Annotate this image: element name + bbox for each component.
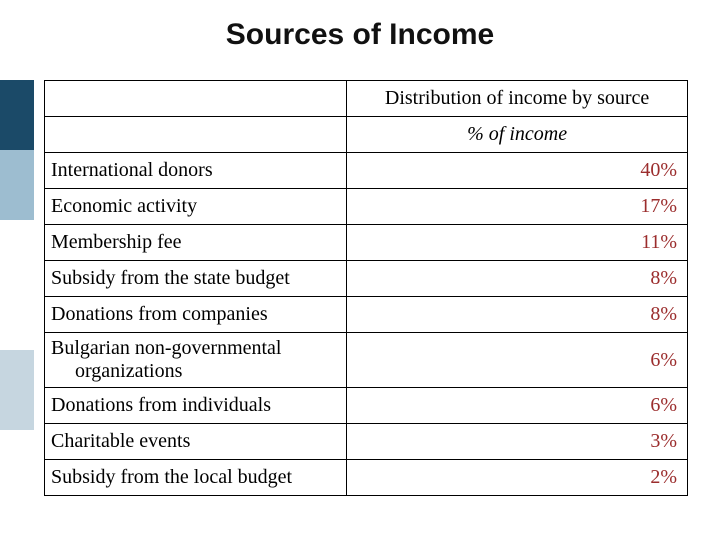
table-row: Subsidy from the state budget 8% <box>45 261 688 297</box>
table-header-merged: Distribution of income by source <box>347 81 688 117</box>
table-header-empty <box>45 81 347 117</box>
row-value: 8% <box>347 261 688 297</box>
row-label: Subsidy from the local budget <box>45 460 347 496</box>
sidebar-band-3 <box>0 220 34 350</box>
table-row: Donations from companies 8% <box>45 297 688 333</box>
row-value: 8% <box>347 297 688 333</box>
table-subheader-empty <box>45 117 347 153</box>
row-label: Donations from companies <box>45 297 347 333</box>
page-title: Sources of Income <box>0 18 720 52</box>
table-row: Bulgarian non-governmental organizations… <box>45 333 688 388</box>
sidebar-band-2 <box>0 150 34 220</box>
income-table: Distribution of income by source % of in… <box>44 80 688 496</box>
row-label: Membership fee <box>45 225 347 261</box>
row-label-line2: organizations <box>51 360 338 383</box>
row-label: International donors <box>45 153 347 189</box>
row-label: Charitable events <box>45 424 347 460</box>
table-subheader: % of income <box>347 117 688 153</box>
row-label: Bulgarian non-governmental organizations <box>45 333 347 388</box>
table-subheader-row: % of income <box>45 117 688 153</box>
row-label: Donations from individuals <box>45 388 347 424</box>
row-value: 40% <box>347 153 688 189</box>
table-row: Subsidy from the local budget 2% <box>45 460 688 496</box>
table-row: Charitable events 3% <box>45 424 688 460</box>
row-value: 11% <box>347 225 688 261</box>
table-row: International donors 40% <box>45 153 688 189</box>
table-row: Membership fee 11% <box>45 225 688 261</box>
row-value: 3% <box>347 424 688 460</box>
sidebar-band-1 <box>0 80 34 150</box>
table-row: Donations from individuals 6% <box>45 388 688 424</box>
row-value: 2% <box>347 460 688 496</box>
table-container: Distribution of income by source % of in… <box>44 80 688 496</box>
row-label-line1: Bulgarian non-governmental <box>51 337 282 359</box>
row-label: Economic activity <box>45 189 347 225</box>
row-value: 6% <box>347 388 688 424</box>
sidebar-band-4 <box>0 350 34 430</box>
row-value: 17% <box>347 189 688 225</box>
row-label: Subsidy from the state budget <box>45 261 347 297</box>
table-row: Economic activity 17% <box>45 189 688 225</box>
table-header-row: Distribution of income by source <box>45 81 688 117</box>
slide: Sources of Income Distribution of income… <box>0 0 720 540</box>
row-value: 6% <box>347 333 688 388</box>
